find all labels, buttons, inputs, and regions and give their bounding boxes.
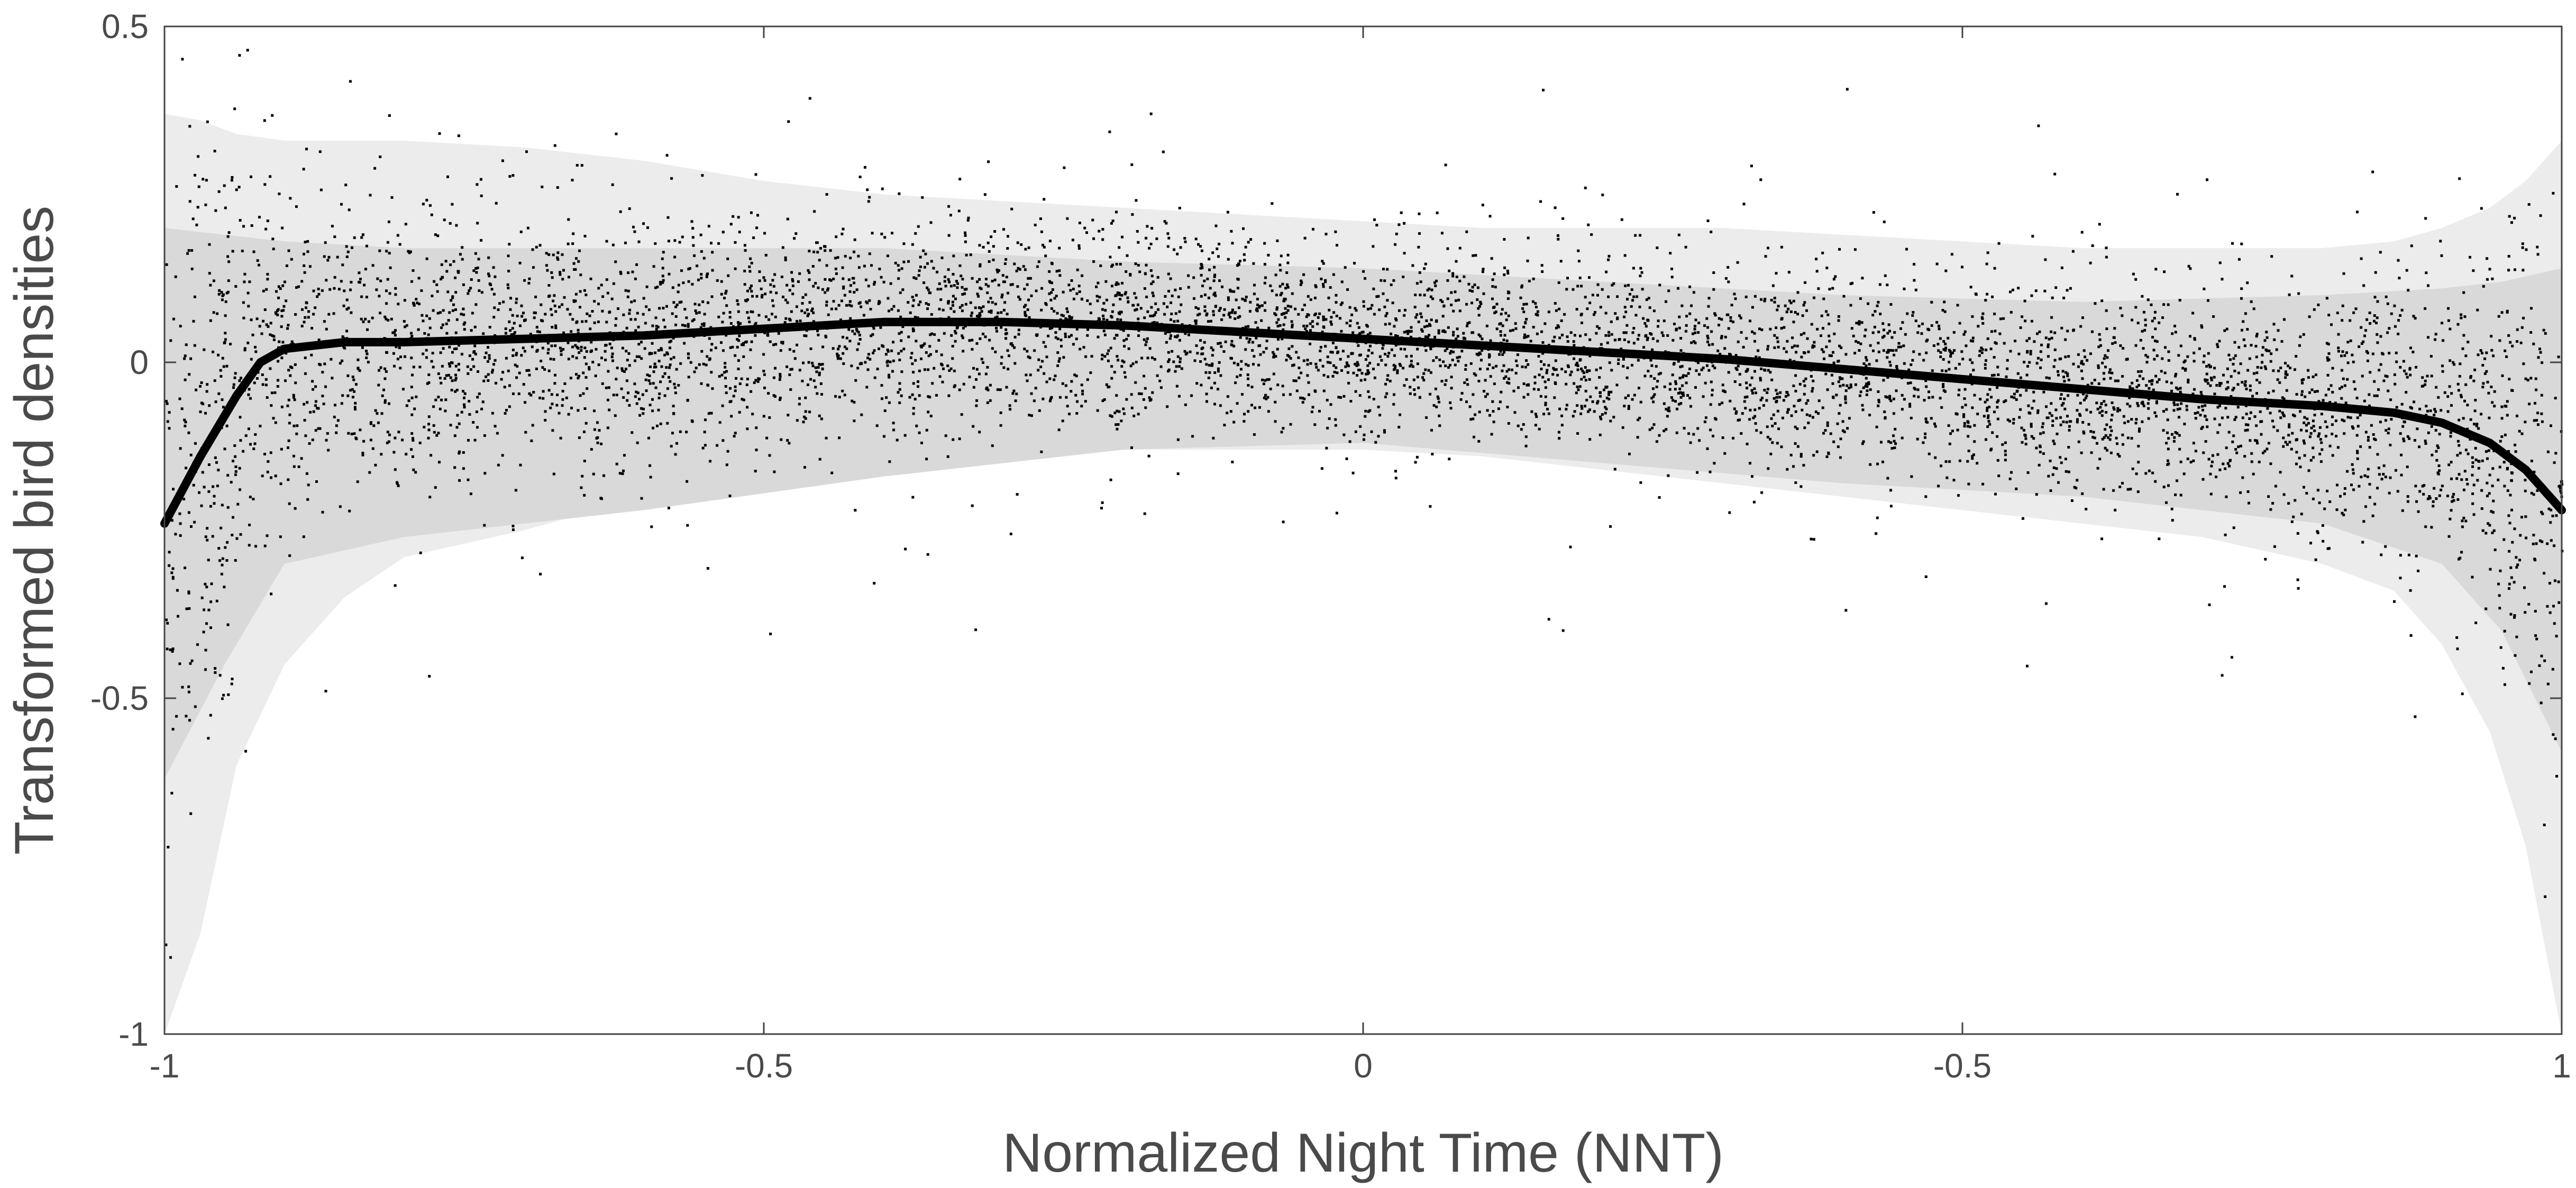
x-tick-label: -0.5	[735, 1047, 793, 1085]
inner-confidence-band	[165, 228, 2562, 779]
fit-line	[160, 317, 2566, 528]
x-tick-label: -1	[150, 1047, 180, 1085]
scatter-points	[165, 49, 2564, 959]
x-tick-label: 1	[2552, 1047, 2571, 1085]
inner-band-area	[165, 228, 2562, 779]
y-tick-label: 0.5	[102, 7, 149, 45]
y-axis-title: Transformed bird densities	[4, 206, 65, 855]
scatter-point-cloud	[165, 49, 2564, 959]
x-axis-title: Normalized Night Time (NNT)	[1002, 1122, 1724, 1184]
x-tick-label: -0.5	[1933, 1047, 1992, 1085]
x-tick-label: 0	[1354, 1047, 1373, 1085]
y-tick-label: -1	[118, 1015, 149, 1053]
x-axis-ticks: -1 -0.5 0 -0.5 1	[150, 26, 2571, 1085]
y-axis-ticks: 0.5 0 -0.5 -1	[90, 7, 2562, 1053]
y-tick-label: 0	[130, 343, 149, 381]
y-tick-label: -0.5	[90, 679, 149, 717]
fit-line-layer	[160, 317, 2566, 528]
